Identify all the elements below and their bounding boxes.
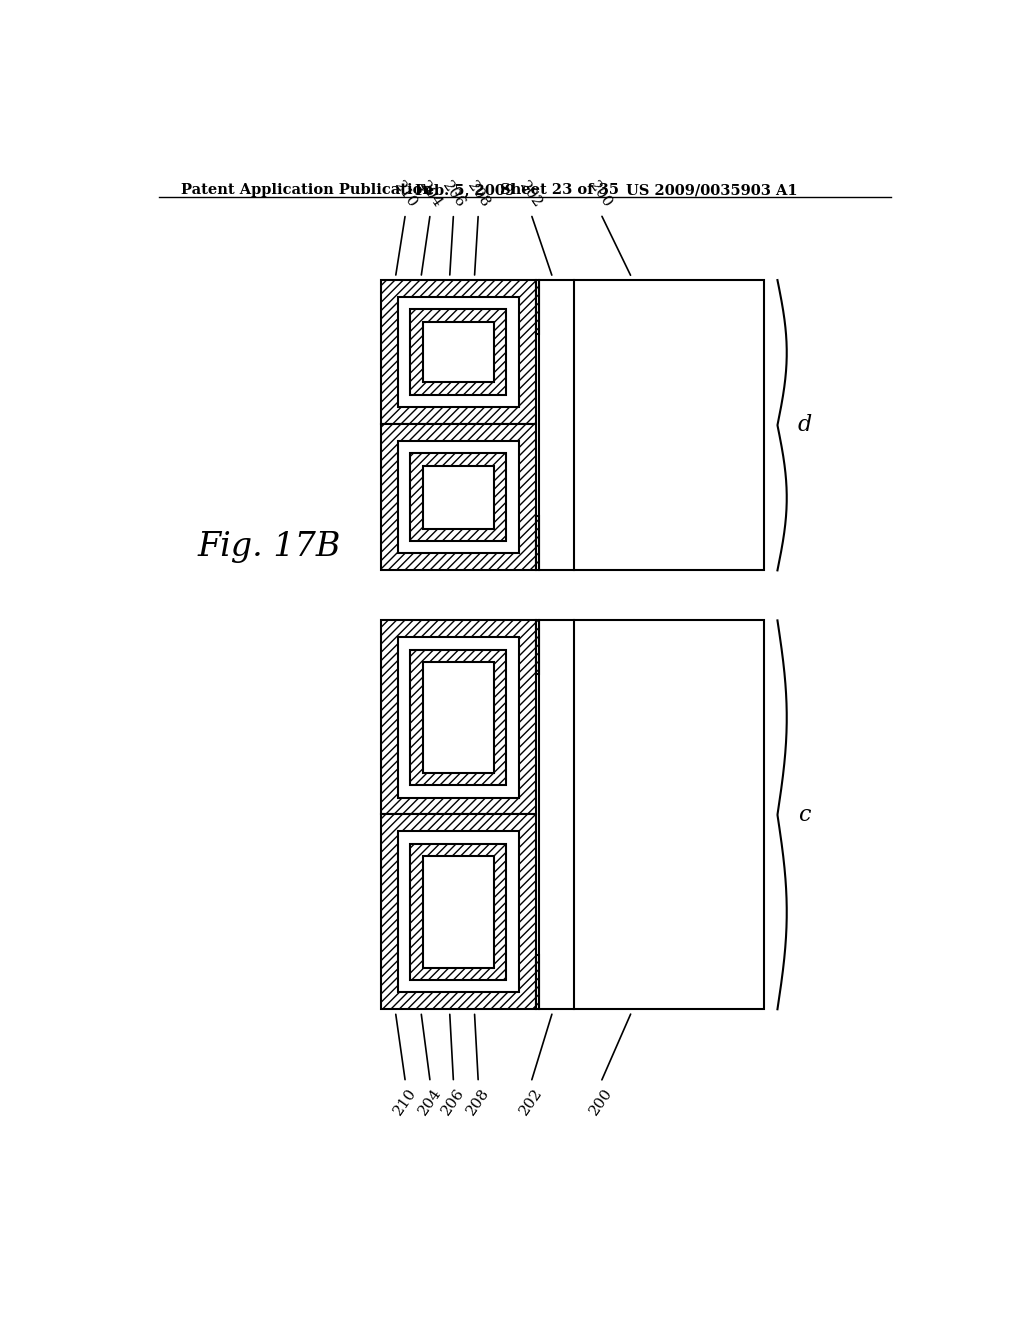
Bar [423,322,494,383]
Bar [381,814,536,1010]
Bar [539,280,764,570]
Bar [397,832,518,993]
Bar [381,620,536,814]
Text: 208: 208 [464,180,493,211]
Text: Patent Application Publication: Patent Application Publication [180,183,433,197]
Text: 202: 202 [517,1085,545,1118]
Bar [410,309,506,395]
Bar [536,280,539,334]
Bar [539,620,764,1010]
Text: c: c [798,804,810,826]
Bar [410,843,506,979]
Text: 200: 200 [587,1085,614,1118]
Bar [536,956,539,1010]
Text: Feb. 5, 2009: Feb. 5, 2009 [415,183,515,197]
Bar [381,280,536,424]
Bar [423,857,494,968]
Bar [423,663,494,774]
Bar [410,453,506,541]
Text: 210: 210 [391,1085,420,1118]
Bar [423,466,494,529]
Text: Fig. 17B: Fig. 17B [198,531,341,564]
Text: 204: 204 [416,1085,444,1118]
Bar [410,649,506,785]
Text: 208: 208 [464,1085,493,1117]
Bar [536,620,539,675]
Text: 204: 204 [416,178,444,211]
Text: 206: 206 [439,1085,468,1118]
Text: d: d [798,414,812,436]
Text: Sheet 23 of 35: Sheet 23 of 35 [500,183,618,197]
Bar [381,424,536,570]
Text: 202: 202 [517,178,545,211]
Bar [397,441,518,553]
Text: 200: 200 [587,178,614,211]
Text: US 2009/0035903 A1: US 2009/0035903 A1 [626,183,797,197]
Bar [536,516,539,570]
Text: 206: 206 [439,178,468,211]
Bar [397,297,518,407]
Bar [397,638,518,797]
Text: 210: 210 [391,178,420,211]
